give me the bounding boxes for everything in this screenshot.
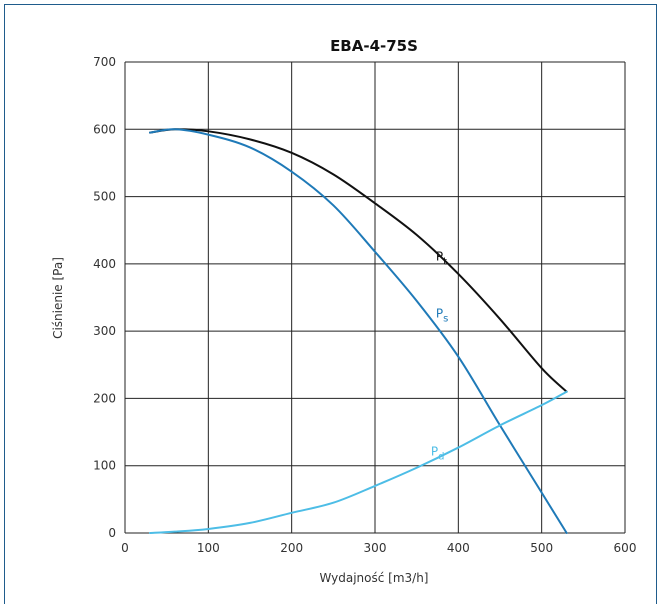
x-tick-label: 300: [364, 541, 387, 555]
chart-title: EBA-4-75S: [330, 37, 418, 55]
y-tick-label: 500: [93, 190, 116, 204]
x-tick-label: 500: [530, 541, 553, 555]
y-tick-label: 100: [93, 459, 116, 473]
series-line-pd: [149, 390, 568, 534]
series-labels: Pt Ps Pd: [431, 249, 448, 462]
series-line-pt: [149, 128, 568, 393]
x-axis-title: Wydajność [m3/h]: [319, 571, 428, 585]
y-tick-label: 300: [93, 324, 116, 338]
grid-lines: [124, 61, 626, 534]
y-tick-label: 400: [93, 257, 116, 271]
y-tick-label: 600: [93, 122, 116, 136]
series-label-pt: Pt: [436, 249, 447, 267]
y-axis-title: Ciśnienie [Pa]: [51, 257, 65, 339]
y-tick-label: 700: [93, 55, 116, 69]
y-tick-label: 200: [93, 391, 116, 405]
x-tick-label: 0: [121, 541, 129, 555]
x-tick-label: 200: [280, 541, 303, 555]
series-label-pd: Pd: [431, 445, 445, 463]
series-line-ps: [149, 128, 568, 534]
x-tick-label: 400: [447, 541, 470, 555]
curves: [149, 128, 568, 534]
series-label-ps: Ps: [436, 307, 448, 325]
x-tick-label: 600: [614, 541, 637, 555]
tick-labels: 0 100 200 300 400 500 600 0 100 200 300 400 500 600 70…: [93, 55, 636, 555]
y-tick-label: 0: [108, 526, 116, 540]
x-tick-label: 100: [197, 541, 220, 555]
